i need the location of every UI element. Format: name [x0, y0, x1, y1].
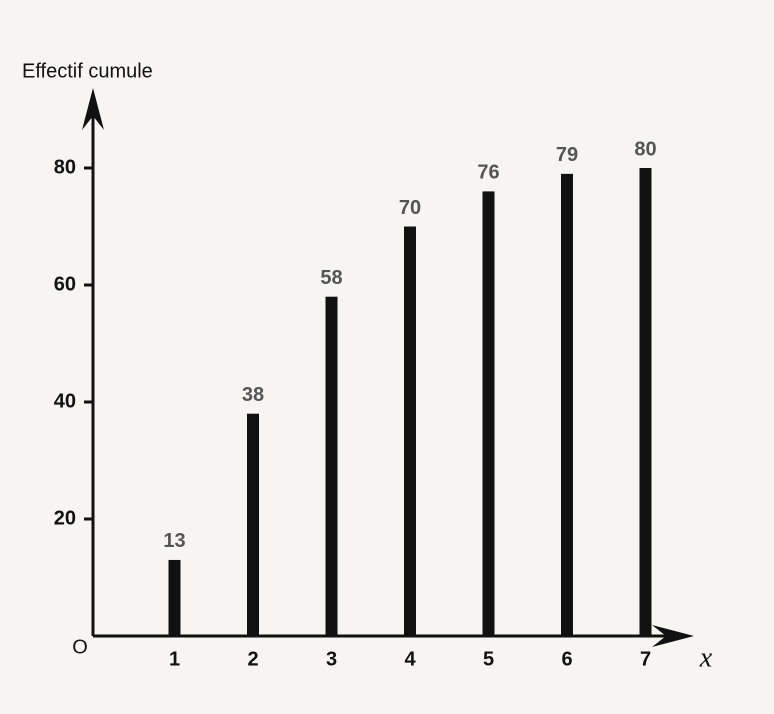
y-tick-label: 20 — [54, 507, 76, 529]
origin-label: O — [72, 636, 88, 658]
value-label: 79 — [556, 144, 578, 166]
bar — [168, 559, 181, 636]
bar — [404, 226, 416, 636]
x-tick-label: 3 — [326, 648, 337, 670]
x-tick-label: 6 — [561, 648, 572, 670]
x-tick-label: 7 — [640, 648, 651, 670]
bar — [639, 168, 652, 636]
bar — [325, 296, 338, 636]
y-tick-label: 40 — [54, 390, 76, 412]
bar — [247, 413, 259, 636]
x-tick-label: 4 — [404, 648, 416, 670]
value-label: 80 — [634, 138, 656, 160]
y-arrow — [82, 88, 104, 130]
x-tick-label: 5 — [483, 648, 494, 670]
x-axis-label: x — [699, 642, 713, 673]
value-label: 13 — [163, 530, 185, 552]
bar — [482, 191, 495, 636]
value-label: 76 — [477, 162, 499, 184]
y-tick-label: 80 — [54, 156, 76, 178]
value-label: 70 — [399, 197, 421, 219]
x-tick-label: 1 — [169, 648, 180, 670]
y-tick-label: 60 — [54, 273, 76, 295]
value-label: 58 — [320, 267, 342, 289]
value-label: 38 — [242, 384, 264, 406]
x-tick-label: 2 — [247, 648, 258, 670]
y-axis-label: Effectif cumule — [22, 60, 153, 82]
x-arrow — [652, 625, 694, 647]
bar — [561, 173, 573, 636]
